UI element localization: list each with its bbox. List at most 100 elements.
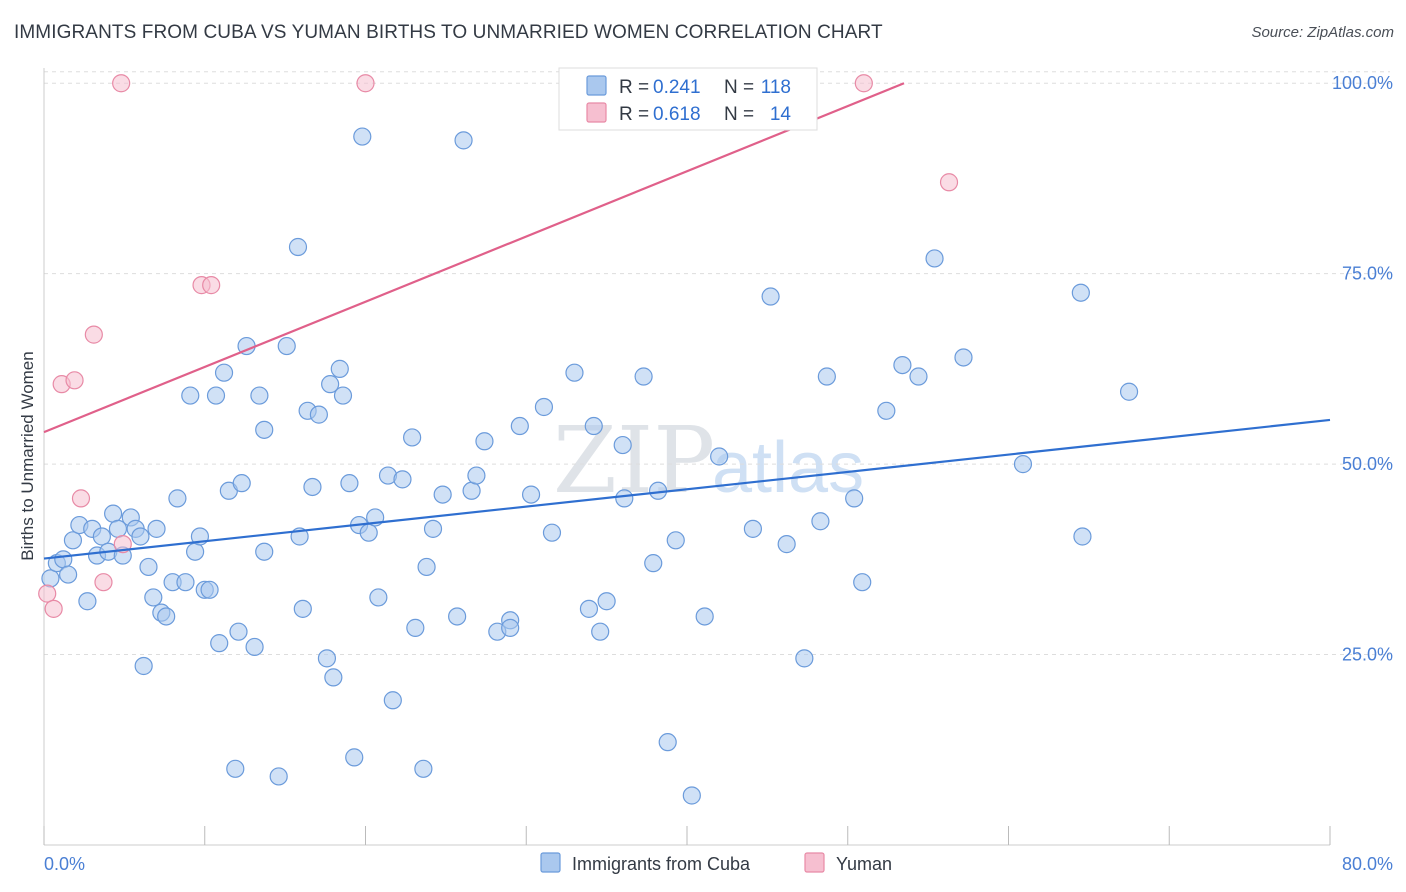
x-ticks (43, 826, 1331, 845)
cuba-point (448, 607, 467, 626)
cuba-point (510, 416, 529, 436)
legend-n-value-yuman: 14 (770, 104, 792, 125)
cuba-point (134, 656, 153, 676)
cuba-point (181, 386, 200, 405)
bottom-legend-swatch-cuba (540, 852, 561, 873)
cuba-point (186, 542, 205, 561)
cuba-point (340, 474, 359, 493)
legend: R = 0.241 N = 118 R = 0.618 N = 14 (558, 67, 818, 131)
yuman-point (71, 489, 91, 508)
cuba-point (743, 519, 763, 538)
cuba-point (909, 367, 928, 386)
cuba-point (333, 386, 353, 405)
y-tick-label: 100.0% (1332, 73, 1393, 93)
cuba-point (877, 401, 896, 420)
cuba-point (255, 420, 274, 439)
cuba-point (147, 519, 166, 538)
legend-r-label-cuba: R = (619, 77, 649, 98)
cuba-point (534, 397, 554, 417)
cuba-point (811, 512, 830, 531)
cuba-point (317, 649, 337, 668)
cuba-point (104, 504, 123, 523)
cuba-point (565, 363, 584, 382)
yuman-points (38, 74, 959, 618)
bottom-legend-label-cuba: Immigrants from Cuba (572, 854, 751, 874)
cuba-point (157, 607, 176, 626)
cuba-point (330, 359, 349, 378)
cuba-point (78, 592, 97, 611)
chart-title: IMMIGRANTS FROM CUBA VS YUMAN BIRTHS TO … (14, 22, 883, 43)
cuba-point (63, 531, 83, 550)
cuba-point (761, 287, 780, 306)
yuman-point (84, 325, 103, 344)
y-tick-label: 75.0% (1342, 264, 1393, 284)
cuba-point (59, 565, 78, 584)
cuba-point (710, 447, 729, 466)
watermark: ZIP atlas (553, 407, 864, 514)
cuba-point (777, 535, 796, 554)
cuba-point (817, 367, 836, 386)
watermark-zip: ZIP (553, 407, 715, 514)
cuba-point (303, 477, 322, 497)
cuba-point (383, 691, 402, 710)
legend-n-label-cuba: N = (724, 77, 754, 98)
bottom-legend: Immigrants from Cuba Yuman (540, 852, 892, 874)
legend-r-label-yuman: R = (619, 104, 649, 125)
yuman-point (356, 74, 375, 93)
cuba-point (591, 622, 610, 641)
legend-n-label-yuman: N = (724, 104, 754, 125)
trend-lines (43, 82, 1331, 560)
cuba-point (353, 127, 372, 146)
cuba-point (324, 668, 343, 687)
legend-swatch-yuman (586, 102, 607, 123)
cuba-point (403, 428, 422, 447)
cuba-point (245, 637, 264, 657)
cuba-point (658, 733, 677, 752)
cuba-point (288, 237, 308, 257)
cuba-point (293, 599, 312, 618)
cuba-point (369, 588, 388, 607)
cuba-point (229, 622, 248, 641)
cuba-point (634, 367, 653, 386)
cuba-point (250, 386, 269, 405)
cuba-point (269, 767, 288, 786)
y-axis-label: Births to Unmarried Women (18, 351, 37, 560)
cuba-point (615, 489, 634, 508)
cuba-point (462, 481, 481, 500)
cuba-point (954, 348, 973, 367)
cuba-point (168, 489, 187, 508)
cuba-point (1013, 455, 1033, 474)
cuba-points (41, 127, 1139, 805)
yuman-point (939, 173, 959, 192)
cuba-point (277, 336, 296, 356)
cuba-point (406, 618, 425, 637)
cuba-point (682, 786, 701, 805)
watermark-atlas: atlas (712, 428, 864, 508)
cuba-point (925, 249, 944, 268)
cuba-point (144, 588, 163, 607)
yuman-point (94, 573, 113, 592)
y-tick-labels: 25.0% 50.0% 75.0% 100.0% (1332, 73, 1393, 664)
yuman-point (44, 599, 63, 618)
cuba-point (584, 416, 603, 436)
legend-n-value-cuba: 118 (761, 77, 791, 98)
cuba-point (393, 470, 412, 489)
cuba-point (542, 523, 562, 542)
yuman-point (854, 74, 873, 93)
yuman-trend-line (43, 82, 905, 434)
cuba-point (321, 375, 340, 394)
cuba-point (214, 363, 234, 382)
cuba-point (210, 634, 229, 653)
cuba-point (1073, 527, 1092, 546)
cuba-point (613, 435, 632, 455)
cuba-point (579, 599, 599, 618)
yuman-point (113, 535, 132, 554)
cuba-point (92, 527, 111, 546)
cuba-point (467, 466, 486, 485)
cuba-point (597, 592, 616, 611)
cuba-point (41, 569, 60, 588)
x-tick-label-max: 80.0% (1342, 854, 1393, 874)
yuman-point (202, 276, 221, 295)
cuba-point (200, 580, 219, 599)
